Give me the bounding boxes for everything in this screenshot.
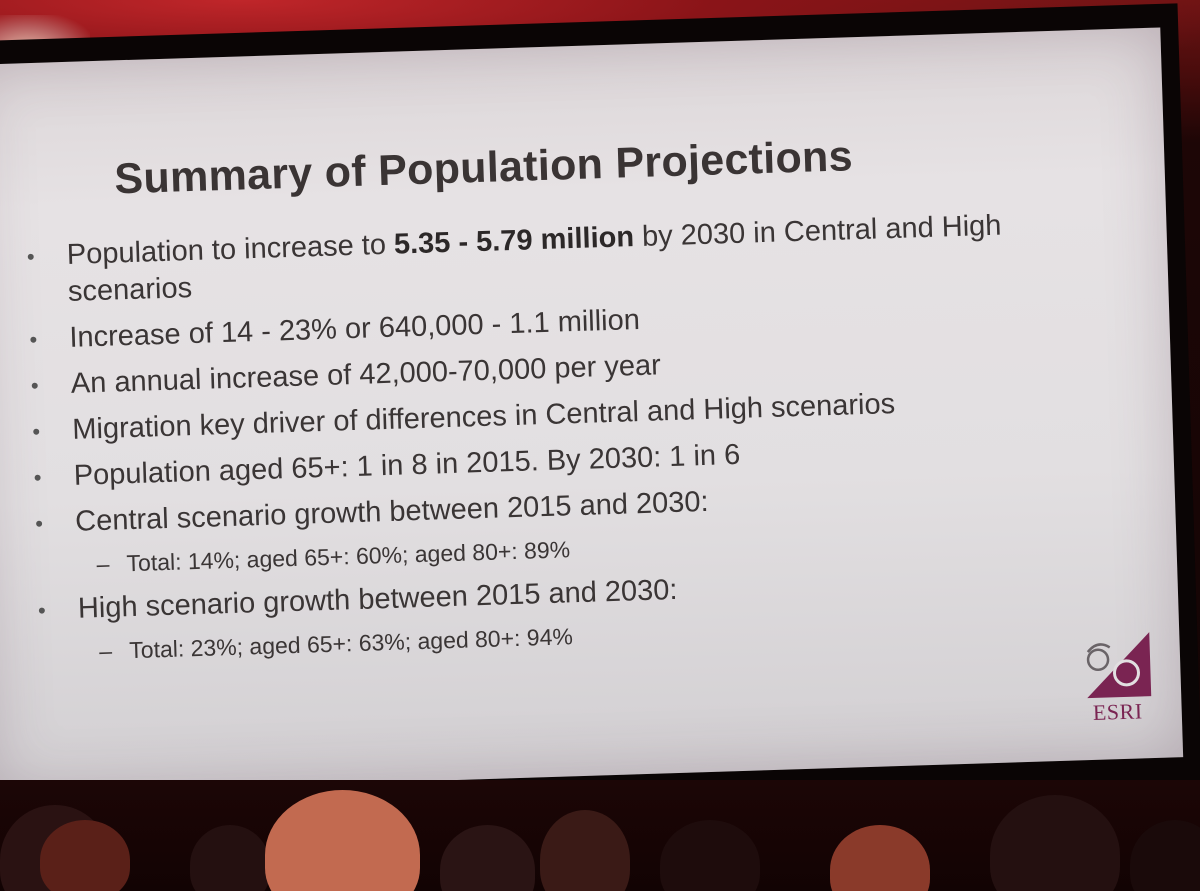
bullet-text: Increase of 14 - 23% or 640,000 - 1.1 mi… (68, 303, 641, 354)
bullet-list: • Population to increase to 5.35 - 5.79 … (16, 205, 1089, 679)
bullet-marker: • (31, 418, 41, 445)
esri-logo-text: ESRI (1092, 698, 1143, 725)
audience-head (540, 810, 630, 891)
audience-head (40, 820, 130, 891)
audience-head (990, 795, 1120, 891)
bullet-marker: • (37, 597, 47, 624)
bullet-text: An annual increase of 42,000-70,000 per … (70, 349, 662, 400)
bullet-marker: • (33, 464, 42, 491)
audience-silhouettes (0, 780, 1200, 891)
audience-head (660, 820, 760, 891)
bullet-marker: • (34, 510, 44, 537)
audience-head (190, 825, 270, 891)
audience-head (265, 790, 420, 891)
sub-bullet-marker: – (96, 550, 110, 578)
presentation-slide: Summary of Population Projections • Popu… (0, 27, 1184, 795)
bullet-text: High scenario growth between 2015 and 20… (77, 573, 678, 625)
bullet-text: Central scenario growth between 2015 and… (74, 485, 710, 538)
audience-head (1130, 820, 1200, 891)
audience-head (830, 825, 930, 891)
slide-title: Summary of Population Projections (113, 132, 854, 204)
bullet-marker: • (26, 243, 35, 270)
bullet-text-pre: Population to increase to (66, 228, 395, 271)
sub-bullet-marker: – (98, 637, 113, 665)
bullet-text-bold: 5.35 - 5.79 million (393, 221, 635, 261)
bullet-text: Population aged 65+: 1 in 8 in 2015. By … (73, 438, 741, 492)
bullet-marker: • (29, 326, 38, 353)
esri-logo: ESRI (1079, 628, 1154, 726)
bullet-marker: • (30, 372, 40, 399)
sub-bullet-text: Total: 23%; aged 65+: 63%; aged 80+: 94% (128, 623, 574, 664)
esri-triangle-logo-icon (1086, 632, 1152, 699)
audience-head (440, 825, 535, 891)
sub-bullet-text: Total: 14%; aged 65+: 60%; aged 80+: 89% (126, 536, 571, 577)
